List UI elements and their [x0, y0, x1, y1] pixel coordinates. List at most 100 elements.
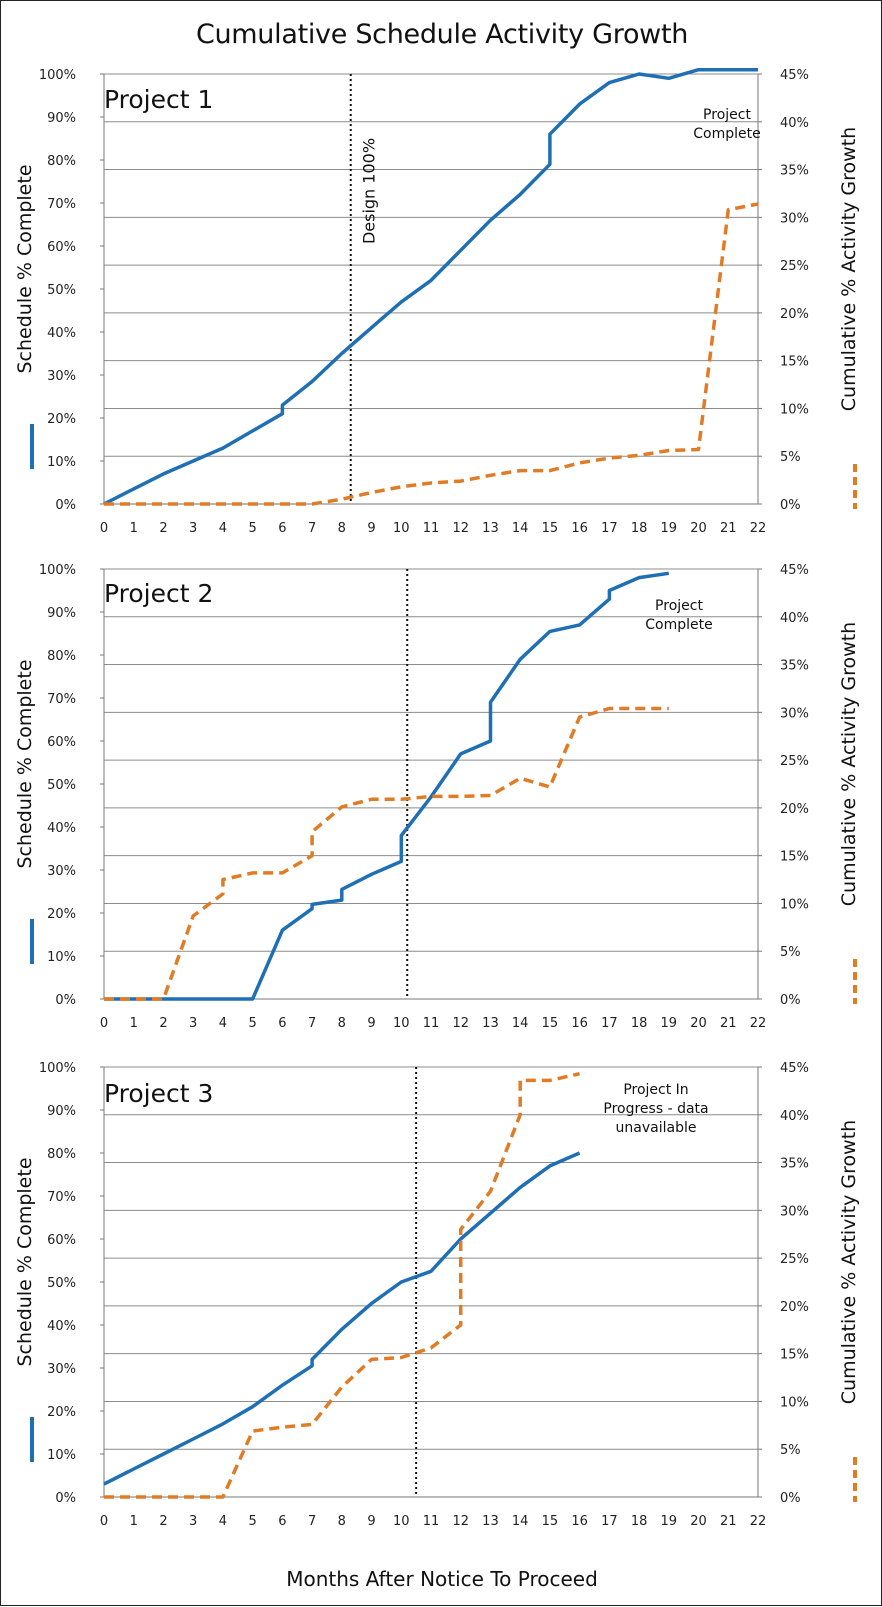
x-tick-label: 3 [189, 1514, 197, 1529]
left-tick-label: 70% [47, 1190, 76, 1205]
left-tick-label: 20% [47, 1405, 76, 1420]
schedule-complete-series-line [103, 67, 758, 506]
chart-panel-1: 0% 10% 20% 30% 40% 50% 60% 70% 80% 90% 100% 0% 5% 10%… [14, 67, 860, 536]
right-tick-label: 10% [780, 1395, 809, 1410]
x-tick-label: 19 [661, 1016, 678, 1031]
x-tick-label: 15 [542, 521, 559, 536]
left-tick-label: 40% [47, 1319, 76, 1334]
right-tick-label: 35% [780, 164, 809, 179]
left-tick-label: 20% [47, 412, 76, 427]
left-tick-label: 10% [47, 1448, 76, 1463]
x-tick-label: 14 [512, 1514, 529, 1529]
x-tick-label: 20 [690, 1514, 707, 1529]
right-tick-label: 20% [780, 802, 809, 817]
x-tick-label: 8 [338, 521, 346, 536]
x-tick-label: 17 [601, 521, 618, 536]
right-tick-label: 5% [780, 450, 801, 465]
annotation-line: Complete [645, 617, 712, 633]
left-axis-title: Schedule % Complete [14, 164, 36, 373]
x-tick-label: 13 [482, 1514, 499, 1529]
x-tick-label: 1 [130, 521, 138, 536]
x-tick-label: 16 [571, 521, 588, 536]
figure-title: Cumulative Schedule Activity Growth [195, 19, 689, 50]
annotation-line: unavailable [616, 1120, 697, 1136]
panel-title: Project 3 [104, 1079, 213, 1108]
x-tick-label: 7 [308, 521, 316, 536]
x-tick-label: 0 [100, 1514, 108, 1529]
left-axis-title: Schedule % Complete [14, 659, 36, 868]
annotation-line: Project [655, 598, 703, 614]
left-tick-label: 30% [47, 369, 76, 384]
x-tick-label: 16 [571, 1016, 588, 1031]
x-tick-label: 17 [601, 1016, 618, 1031]
right-tick-label: 20% [780, 307, 809, 322]
x-tick-label: 1 [130, 1016, 138, 1031]
right-tick-label: 30% [780, 211, 809, 226]
left-tick-label: 80% [47, 649, 76, 664]
x-tick-label: 17 [601, 1514, 618, 1529]
chart-panel-3: 0% 10% 20% 30% 40% 50% 60% 70% 80% 90% 100% 0% 5% 10%… [14, 1061, 860, 1529]
x-tick-label: 22 [750, 521, 767, 536]
left-tick-label: 100% [39, 1061, 76, 1076]
right-tick-label: 45% [780, 1061, 809, 1076]
x-tick-label: 0 [100, 1016, 108, 1031]
left-tick-label: 10% [47, 455, 76, 470]
x-axis-label: Months After Notice To Proceed [286, 1567, 598, 1591]
right-tick-label: 40% [780, 116, 809, 131]
right-tick-label: 25% [780, 259, 809, 274]
left-tick-label: 70% [47, 197, 76, 212]
right-tick-label: 30% [780, 706, 809, 721]
left-tick-label: 0% [55, 993, 76, 1008]
x-tick-label: 12 [452, 521, 469, 536]
left-tick-label: 60% [47, 1233, 76, 1248]
right-tick-label: 35% [780, 1157, 809, 1172]
right-tick-label: 25% [780, 1252, 809, 1267]
x-tick-label: 21 [720, 1514, 737, 1529]
x-tick-label: 5 [248, 1016, 256, 1031]
x-tick-label: 18 [631, 1016, 648, 1031]
schedule-complete-series-line [103, 1151, 581, 1486]
x-tick-label: 0 [100, 521, 108, 536]
x-tick-label: 16 [571, 1514, 588, 1529]
left-tick-label: 30% [47, 864, 76, 879]
x-tick-label: 13 [482, 1016, 499, 1031]
right-tick-label: 15% [780, 355, 809, 370]
x-tick-label: 19 [661, 521, 678, 536]
right-tick-label: 10% [780, 897, 809, 912]
x-tick-label: 7 [308, 1016, 316, 1031]
x-tick-label: 19 [661, 1514, 678, 1529]
x-tick-label: 21 [720, 1016, 737, 1031]
panel-title: Project 1 [104, 85, 213, 114]
annotation-line: Project [703, 107, 751, 123]
left-tick-label: 60% [47, 240, 76, 255]
right-tick-label: 0% [780, 1491, 801, 1506]
left-tick-label: 0% [55, 1491, 76, 1506]
left-tick-label: 90% [47, 606, 76, 621]
chart-panel-2: 0% 10% 20% 30% 40% 50% 60% 70% 80% 90% 100% 0% 5% 10%… [14, 563, 860, 1031]
x-tick-label: 4 [219, 521, 227, 536]
panel-title: Project 2 [104, 579, 213, 608]
x-tick-label: 6 [278, 1514, 286, 1529]
x-tick-label: 4 [219, 1016, 227, 1031]
right-axis-title: Cumulative % Activity Growth [838, 127, 860, 411]
left-tick-label: 90% [47, 1104, 76, 1119]
activity-growth-series-line [104, 706, 669, 1001]
right-tick-label: 0% [780, 498, 801, 513]
x-tick-label: 21 [720, 521, 737, 536]
x-tick-label: 10 [393, 1514, 410, 1529]
annotation-line: Complete [693, 126, 760, 142]
right-tick-label: 15% [780, 850, 809, 865]
left-tick-label: 10% [47, 950, 76, 965]
annotation-line: Progress - data [603, 1101, 708, 1117]
right-tick-label: 35% [780, 659, 809, 674]
x-tick-label: 14 [512, 521, 529, 536]
x-tick-label: 9 [367, 1514, 375, 1529]
x-tick-label: 15 [542, 1514, 559, 1529]
x-tick-label: 3 [189, 521, 197, 536]
activity-growth-series-line [104, 202, 759, 506]
x-tick-label: 2 [159, 521, 167, 536]
x-tick-label: 1 [130, 1514, 138, 1529]
left-tick-label: 100% [39, 563, 76, 578]
